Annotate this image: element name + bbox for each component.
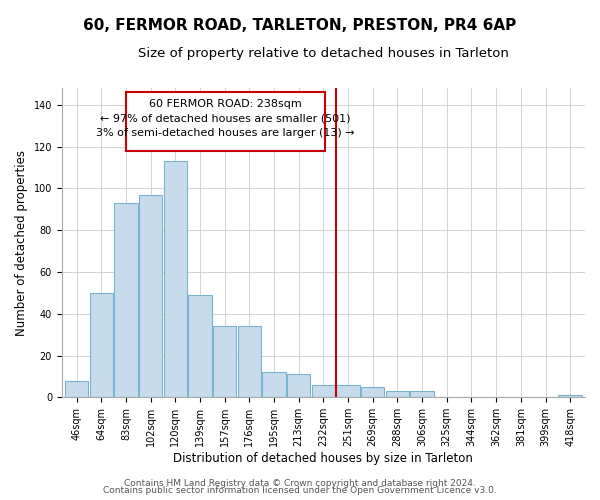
Bar	[89, 293, 113, 398]
Bar	[213, 326, 236, 398]
Bar	[337, 385, 360, 398]
Bar	[386, 391, 409, 398]
Bar	[559, 396, 582, 398]
FancyBboxPatch shape	[126, 92, 325, 150]
Text: 3% of semi-detached houses are larger (13) →: 3% of semi-detached houses are larger (1…	[96, 128, 355, 138]
Bar	[188, 295, 212, 398]
Y-axis label: Number of detached properties: Number of detached properties	[15, 150, 28, 336]
Text: 60 FERMOR ROAD: 238sqm: 60 FERMOR ROAD: 238sqm	[149, 98, 302, 108]
Bar	[114, 203, 137, 398]
Text: Contains HM Land Registry data © Crown copyright and database right 2024.: Contains HM Land Registry data © Crown c…	[124, 478, 476, 488]
Bar	[238, 326, 261, 398]
Bar	[139, 194, 163, 398]
Text: 60, FERMOR ROAD, TARLETON, PRESTON, PR4 6AP: 60, FERMOR ROAD, TARLETON, PRESTON, PR4 …	[83, 18, 517, 32]
Bar	[65, 380, 88, 398]
Bar	[262, 372, 286, 398]
Bar	[361, 387, 385, 398]
Bar	[410, 391, 434, 398]
X-axis label: Distribution of detached houses by size in Tarleton: Distribution of detached houses by size …	[173, 452, 473, 465]
Bar	[287, 374, 310, 398]
Bar	[311, 385, 335, 398]
Title: Size of property relative to detached houses in Tarleton: Size of property relative to detached ho…	[138, 48, 509, 60]
Text: ← 97% of detached houses are smaller (501): ← 97% of detached houses are smaller (50…	[100, 113, 350, 123]
Bar	[164, 161, 187, 398]
Text: Contains public sector information licensed under the Open Government Licence v3: Contains public sector information licen…	[103, 486, 497, 495]
